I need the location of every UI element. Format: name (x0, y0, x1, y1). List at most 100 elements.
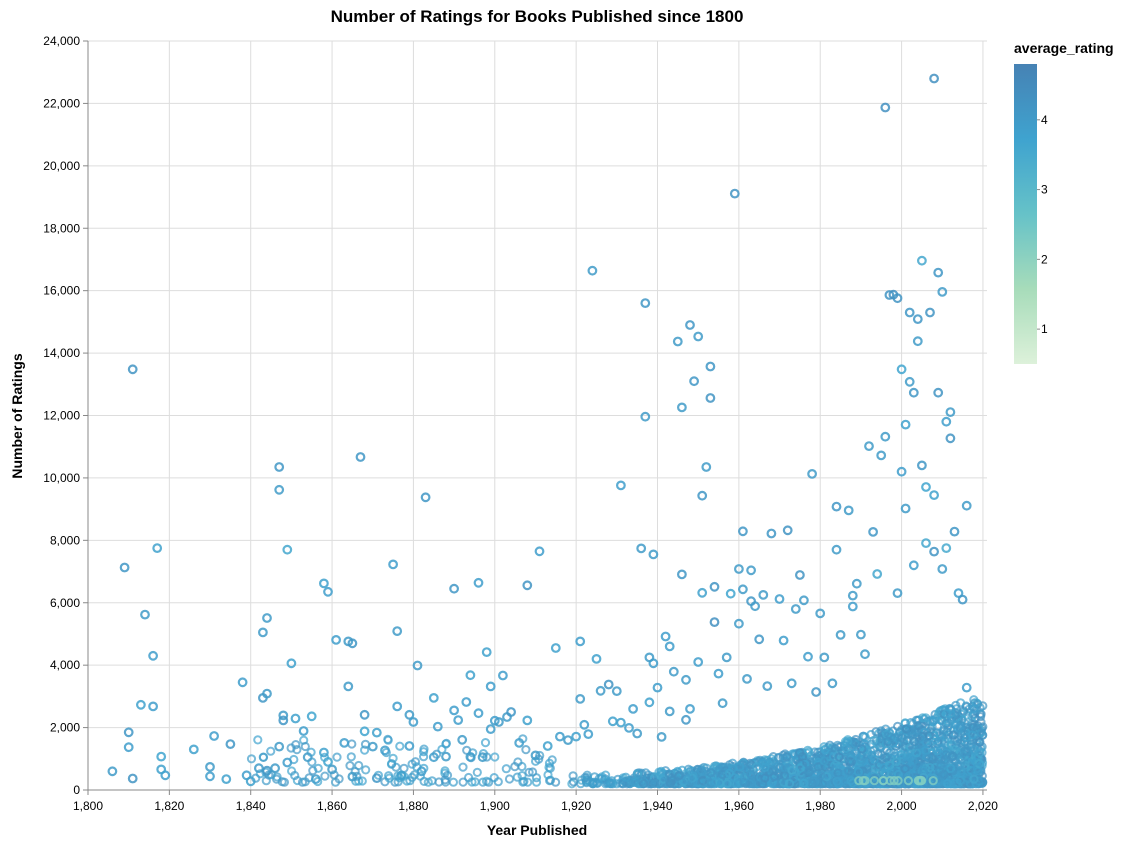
data-point (725, 588, 736, 599)
data-point (465, 752, 476, 762)
data-point (428, 693, 439, 703)
dense-point (630, 776, 640, 786)
data-point (628, 704, 638, 714)
data-point (717, 698, 728, 709)
data-point (225, 739, 236, 749)
dense-point (906, 718, 916, 728)
dense-point (787, 765, 797, 776)
dense-point (484, 777, 494, 787)
dense-point (924, 731, 934, 741)
dense-point (972, 763, 982, 773)
data-point (847, 601, 858, 612)
data-point (408, 717, 419, 727)
data-point (135, 699, 146, 710)
dense-point (523, 777, 533, 787)
dense-point (903, 776, 914, 786)
x-tick-label: 1,900 (480, 799, 510, 813)
data-point (319, 578, 329, 589)
x-tick-label: 1,840 (236, 799, 266, 813)
data-point (831, 501, 842, 512)
data-point (774, 594, 785, 604)
dense-point (448, 777, 458, 787)
dense-point (253, 735, 263, 745)
dense-point (936, 760, 946, 770)
data-point (534, 546, 545, 557)
dense-point (952, 736, 962, 746)
dense-point (878, 776, 888, 786)
data-point (827, 678, 838, 689)
data-point (327, 764, 338, 775)
data-point (685, 320, 695, 330)
data-point (550, 643, 561, 653)
legend-gradient-bar (1014, 64, 1037, 364)
dense-point (423, 777, 433, 787)
data-point (485, 724, 496, 734)
dense-point (666, 778, 676, 788)
data-point (156, 764, 167, 775)
dense-point (784, 779, 795, 789)
data-point (709, 617, 720, 627)
data-point (331, 635, 342, 645)
dense-point (391, 762, 401, 772)
data-point (485, 681, 496, 692)
data-point (477, 752, 488, 763)
dense-point (885, 760, 895, 770)
data-point (457, 734, 468, 745)
dense-point (825, 740, 835, 750)
y-tick-label: 8,000 (50, 533, 80, 547)
dense-point (504, 774, 515, 784)
grid (87, 40, 987, 791)
data-point (591, 654, 602, 664)
data-point (514, 738, 525, 748)
dense-point (913, 721, 924, 731)
legend-tick-label: 2 (1041, 252, 1048, 266)
data-point (701, 462, 712, 472)
dense-point (650, 779, 660, 789)
x-tick-label: 1,860 (317, 799, 347, 813)
data-point (441, 751, 451, 762)
dense-point (545, 776, 555, 786)
data-point (123, 727, 134, 738)
data-point (371, 773, 382, 783)
dense-point (767, 777, 778, 787)
data-point (302, 752, 313, 763)
dense-point (926, 715, 936, 725)
x-tick-label: 2,020 (968, 799, 998, 813)
dense-point (860, 776, 870, 786)
data-point (904, 376, 915, 387)
dense-point (383, 734, 393, 745)
dense-point (419, 752, 429, 762)
y-tick-label: 24,000 (43, 34, 80, 48)
dense-point (907, 727, 917, 738)
data-point (656, 732, 667, 742)
data-point (278, 710, 289, 721)
y-tick-label: 16,000 (43, 284, 80, 298)
dense-point (974, 774, 984, 784)
data-point (664, 706, 675, 717)
data-point (843, 505, 854, 516)
dense-point (834, 776, 844, 786)
data-point (705, 393, 716, 403)
data-point (274, 741, 285, 752)
dense-point (531, 777, 542, 787)
dense-point (472, 767, 482, 778)
data-point (892, 293, 903, 304)
data-point (432, 721, 443, 732)
dense-point (410, 757, 421, 767)
dense-point (711, 777, 721, 787)
data-point (856, 629, 866, 640)
dense-point (621, 772, 631, 782)
data-point (428, 752, 439, 763)
data-point (664, 641, 675, 652)
dense-point (951, 710, 961, 720)
data-point (555, 731, 565, 742)
data-point (713, 668, 724, 679)
data-point (449, 583, 460, 594)
data-point (697, 587, 708, 598)
dense-point (524, 767, 534, 777)
y-axis-title: Number of Ratings (9, 353, 25, 478)
data-point (912, 336, 923, 347)
y-tick-label: 14,000 (43, 346, 80, 360)
dense-point (442, 770, 453, 780)
dense-point (886, 732, 896, 742)
